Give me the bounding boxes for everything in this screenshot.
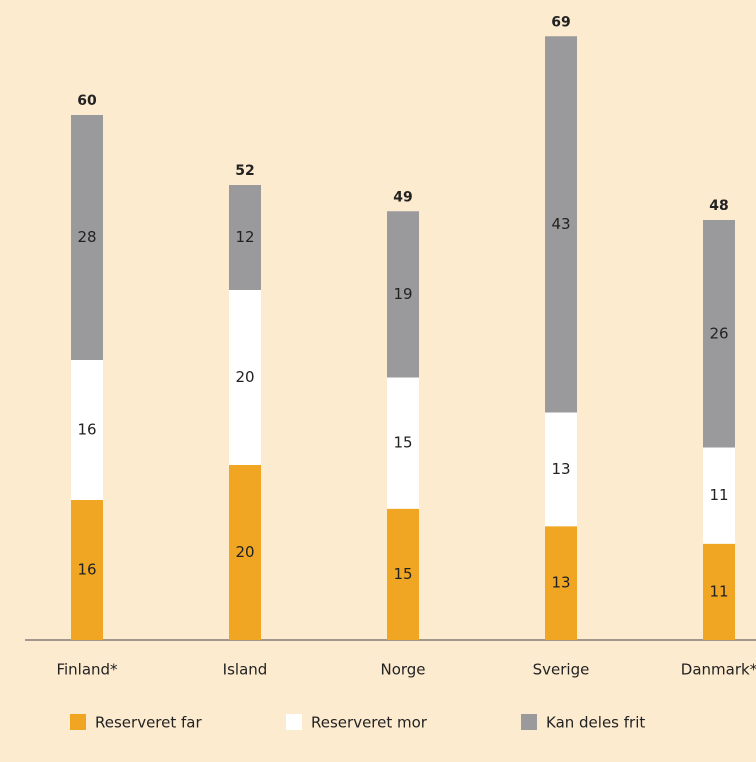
bar-segment (703, 543, 735, 640)
segment-label: 19 (393, 285, 412, 303)
segment-label: 11 (709, 582, 728, 600)
bar-segment (229, 185, 261, 290)
legend-label: Reserveret far (95, 714, 202, 732)
bar-segment (229, 465, 261, 640)
bar-segment (545, 412, 577, 527)
total-label: 49 (393, 189, 412, 205)
bar-segment (545, 36, 577, 413)
segment-label: 15 (393, 434, 412, 452)
legend-swatch (70, 714, 86, 730)
bar-segment (387, 508, 419, 640)
bar-segment (387, 377, 419, 509)
bar-segment (71, 115, 103, 360)
segment-label: 13 (551, 574, 570, 592)
bar-segment (545, 526, 577, 640)
segment-label: 43 (551, 215, 570, 233)
bar-segment (71, 360, 103, 500)
legend-swatch (521, 714, 537, 730)
segment-label: 28 (77, 228, 96, 246)
segment-label: 26 (709, 324, 728, 342)
total-label: 60 (77, 93, 97, 109)
segment-label: 20 (235, 543, 254, 561)
segment-label: 13 (551, 460, 570, 478)
legend-label: Reserveret mor (311, 714, 428, 732)
segment-label: 12 (235, 228, 254, 246)
bar-segment (703, 447, 735, 544)
segment-label: 20 (235, 368, 254, 386)
legend-swatch (286, 714, 302, 730)
x-tick-label: Island (223, 661, 268, 679)
x-tick-label: Finland* (56, 661, 118, 679)
segment-label: 16 (77, 561, 96, 579)
total-label: 69 (551, 14, 570, 30)
x-tick-label: Danmark* (681, 661, 756, 679)
total-label: 52 (235, 163, 254, 179)
total-label: 48 (709, 198, 728, 214)
x-tick-label: Sverige (533, 661, 590, 679)
bar-segment (387, 211, 419, 378)
legend-label: Kan deles frit (546, 714, 645, 732)
bar-segment (229, 290, 261, 465)
segment-label: 15 (393, 565, 412, 583)
segment-label: 16 (77, 421, 96, 439)
bar-segment (703, 220, 735, 448)
segment-label: 11 (709, 486, 728, 504)
bar-segment (71, 500, 103, 640)
x-tick-label: Norge (380, 661, 425, 679)
